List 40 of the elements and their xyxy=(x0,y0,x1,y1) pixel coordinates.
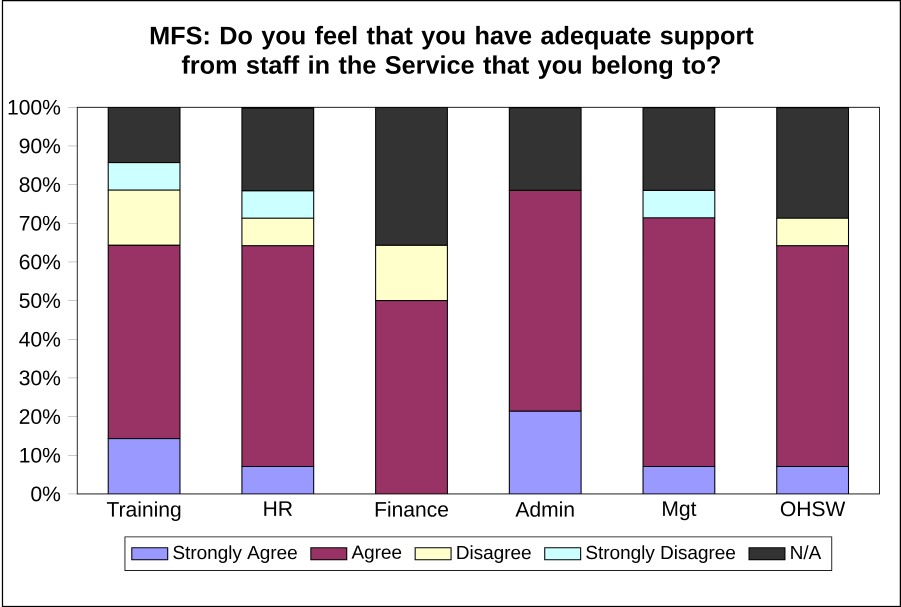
y-tick-label: 10% xyxy=(20,448,60,463)
bar xyxy=(508,190,582,412)
y-tick-label: 60% xyxy=(20,254,60,270)
legend-label: Strongly Disagree xyxy=(586,545,736,563)
y-tick-label: 0% xyxy=(31,486,60,502)
bar xyxy=(776,245,850,467)
y-tick-label: 90% xyxy=(20,138,60,154)
bar xyxy=(642,217,716,467)
y-tick-label: 50% xyxy=(20,293,60,308)
bar xyxy=(508,410,582,494)
legend-label: N/A xyxy=(791,545,822,560)
bar xyxy=(375,107,448,246)
chart-title: MFS: Do you feel that you have adequate support from staff in the Service that you belong to? xyxy=(150,26,754,79)
y-tick-label: 40% xyxy=(19,332,60,347)
x-tick-label: HR xyxy=(264,501,292,516)
legend-label: Agree xyxy=(352,546,402,563)
bar xyxy=(642,466,716,494)
bar xyxy=(108,438,181,494)
bar xyxy=(108,107,181,164)
y-tick-label: 100% xyxy=(8,100,60,115)
x-tick-label: Training xyxy=(106,501,180,521)
bar xyxy=(241,245,314,467)
legend-label: Strongly Agree xyxy=(173,545,297,563)
bar xyxy=(776,466,850,494)
y-tick-label: 30% xyxy=(20,370,60,386)
bar xyxy=(375,300,448,494)
bar xyxy=(776,107,850,219)
x-tick-label: Mgt xyxy=(663,501,696,520)
y-tick-label: 20% xyxy=(20,409,60,424)
y-tick-label: 70% xyxy=(20,216,60,231)
x-tick-label: Finance xyxy=(376,501,448,517)
y-tick-label: 80% xyxy=(20,177,60,192)
bar xyxy=(508,107,582,191)
bar xyxy=(642,107,716,191)
bar xyxy=(241,466,314,494)
x-tick-label: OHSW xyxy=(780,501,846,516)
bar xyxy=(241,107,314,192)
legend-label: Disagree xyxy=(457,545,531,563)
bar xyxy=(108,244,181,440)
x-tick-label: Admin xyxy=(515,501,574,517)
